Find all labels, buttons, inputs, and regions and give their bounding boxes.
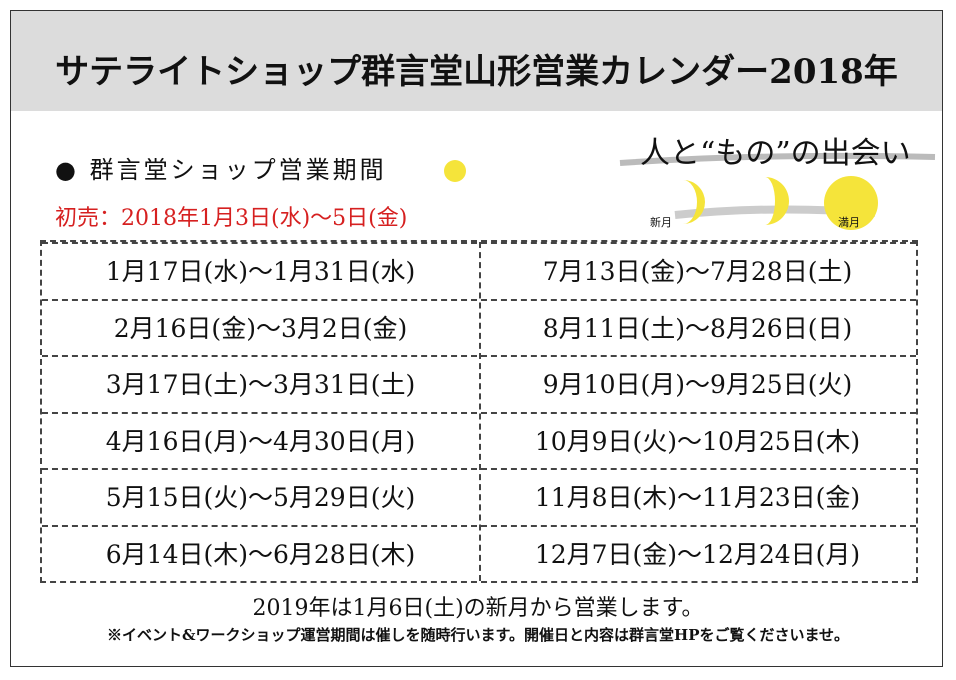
period: 6月14日(木)〜6月28日(木)	[105, 539, 416, 569]
note: ※イベント&ワークショップ運営期間は催しを随時行います。開催日と内容は群言堂HP…	[106, 626, 850, 644]
table-row: 6月14日(木)〜6月28日(木) 12月7日(金)〜12月24日(月)	[42, 524, 916, 582]
new-moon: 新月	[650, 216, 672, 229]
header-band	[11, 11, 942, 111]
table-row: 5月15日(火)〜5月29日(火) 11月8日(木)〜11月23日(金)	[42, 468, 916, 525]
first-sale: 初売：2018年1月3日(水)〜5日(金)	[55, 206, 408, 231]
period: 2月16日(金)〜3月2日(金)	[113, 313, 408, 343]
period: 9月10日(月)〜9月25日(火)	[542, 370, 853, 399]
period: 3月17日(土)〜3月31日(土)	[105, 370, 416, 399]
full-moon: 満月	[838, 216, 860, 229]
logo-graphic	[619, 152, 936, 230]
period: 12月7日(金)〜12月24日(月)	[534, 539, 861, 569]
period: 10月9日(火)〜10月25日(木)	[534, 426, 861, 456]
logo-tagline: 人と“もの”の出会い	[640, 136, 911, 171]
table-row: 4月16日(月)〜4月30日(月) 10月9日(火)〜10月25日(木)	[42, 411, 916, 469]
period: 11月8日(木)〜11月23日(金)	[534, 483, 861, 512]
table-row: 3月17日(土)〜3月31日(土) 9月10日(月)〜9月25日(火)	[42, 355, 916, 412]
period: 5月15日(火)〜5月29日(火)	[105, 483, 416, 512]
frame	[10, 10, 943, 667]
notice: 2019年は1月6日(土)の新月から営業します。	[252, 596, 704, 621]
schedule-table: 1月17日(水)〜1月31日(水) 7月13日(金)〜7月28日(土) 2月16日(…	[40, 240, 918, 583]
title: サテライトショップ群言堂山形営業カレンダー2018年	[55, 52, 898, 92]
period: 7月13日(金)〜7月28日(土)	[542, 257, 853, 286]
period: 4月16日(月)〜4月30日(月)	[105, 426, 416, 456]
table-row: 2月16日(金)〜3月2日(金) 8月11日(土)〜8月26日(日)	[42, 298, 916, 356]
moon-dot	[444, 160, 466, 182]
period: 1月17日(水)〜1月31日(水)	[105, 257, 416, 286]
period: 8月11日(土)〜8月26日(日)	[542, 313, 853, 343]
section-heading: ● 群言堂ショップ営業期間	[55, 156, 387, 184]
table-row: 1月17日(水)〜1月31日(水) 7月13日(金)〜7月28日(土)	[42, 242, 916, 299]
